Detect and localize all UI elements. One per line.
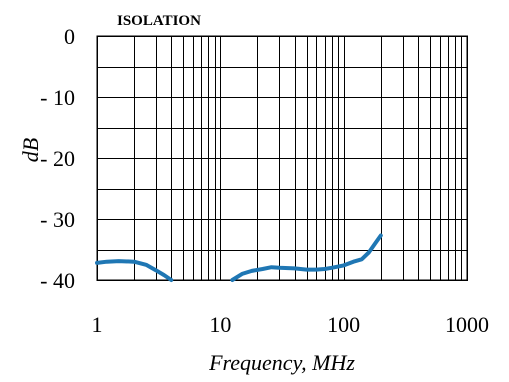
isolation-series-line — [230, 233, 383, 282]
x-axis-label: Frequency, MHz — [208, 350, 355, 375]
data-series — [95, 233, 383, 282]
tick-labels: 0 - 10 - 20 - 30 - 40 1 10 100 1000 — [40, 24, 489, 337]
plot-frame — [96, 35, 468, 281]
grid — [97, 36, 467, 280]
x-tick-label: 100 — [327, 312, 360, 337]
y-axis-label: dB — [18, 138, 43, 162]
y-tick-label: - 30 — [40, 207, 75, 232]
x-tick-label: 10 — [209, 312, 231, 337]
y-tick-label: - 10 — [40, 85, 75, 110]
x-tick-label: 1000 — [445, 312, 489, 337]
y-tick-label: - 20 — [40, 146, 75, 171]
x-tick-label: 1 — [92, 312, 103, 337]
isolation-series-line — [95, 259, 174, 282]
y-tick-label: 0 — [64, 24, 75, 49]
y-tick-label: - 40 — [40, 268, 75, 293]
chart-title: ISOLATION — [117, 13, 201, 29]
